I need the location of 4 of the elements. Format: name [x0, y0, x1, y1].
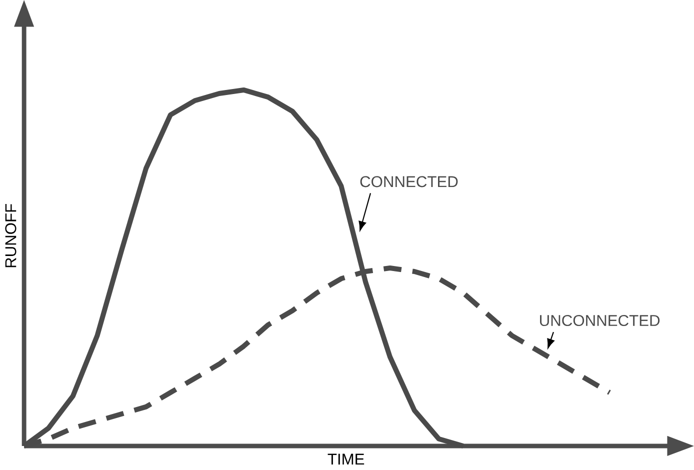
- x-axis-title: TIME: [328, 454, 364, 465]
- series-label: CONNECTED: [360, 176, 458, 188]
- series-label: UNCONNECTED: [540, 315, 660, 326]
- y-axis-title: RUNOFF: [5, 204, 16, 268]
